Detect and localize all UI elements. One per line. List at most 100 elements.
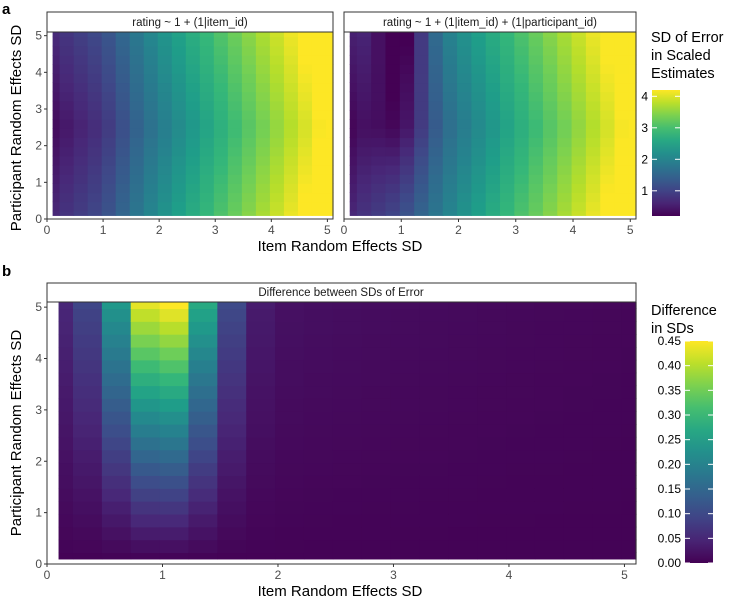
heatmap-cell bbox=[72, 372, 103, 387]
heatmap-cell bbox=[241, 210, 257, 216]
heatmap-cell bbox=[275, 372, 305, 387]
heatmap-cell bbox=[600, 128, 616, 139]
heatmap-cell bbox=[58, 526, 74, 541]
heatmap-cell bbox=[371, 137, 387, 148]
heatmap-cell bbox=[399, 164, 415, 175]
heatmap-cell bbox=[534, 501, 565, 515]
heatmap-cell bbox=[101, 334, 132, 348]
heatmap-cell bbox=[73, 146, 89, 157]
heatmap-cell bbox=[506, 302, 536, 310]
heatmap-cell bbox=[571, 82, 587, 93]
heatmap-cell bbox=[361, 449, 392, 464]
heatmap-cell bbox=[101, 73, 117, 84]
heatmap-cell bbox=[87, 155, 103, 166]
heatmap-cell bbox=[349, 192, 358, 203]
heatmap-cell bbox=[188, 552, 218, 560]
heatmap-cell bbox=[385, 164, 401, 175]
heatmap-cell bbox=[600, 45, 616, 56]
heatmap-cell bbox=[185, 100, 201, 111]
heatmap-cell bbox=[428, 128, 444, 139]
heatmap-cell bbox=[356, 201, 372, 212]
heatmap-cell bbox=[361, 462, 392, 476]
heatmap-cell bbox=[325, 54, 334, 65]
heatmap-cell bbox=[72, 346, 103, 361]
heatmap-cell bbox=[143, 192, 159, 203]
heatmap-cell bbox=[72, 436, 103, 451]
heatmap-cell bbox=[325, 119, 334, 129]
heatmap-cell bbox=[428, 32, 444, 38]
heatmap-cell bbox=[101, 109, 117, 120]
x-tick-label: 3 bbox=[212, 223, 219, 237]
legend-title-line-2: in Scaled bbox=[651, 48, 711, 64]
heatmap-cell bbox=[371, 210, 387, 216]
heatmap-cell bbox=[188, 302, 218, 310]
legend-tick-label: 0.45 bbox=[658, 334, 682, 348]
heatmap-cell bbox=[143, 45, 159, 56]
heatmap-cell bbox=[199, 174, 215, 184]
heatmap-cell bbox=[471, 119, 487, 129]
y-tick-label: 3 bbox=[35, 102, 42, 116]
heatmap-cell bbox=[185, 201, 201, 212]
heatmap-cell bbox=[621, 539, 637, 554]
heatmap-cell bbox=[185, 146, 201, 157]
heatmap-cell bbox=[275, 526, 305, 541]
heatmap-cell bbox=[542, 119, 558, 129]
heatmap-cell bbox=[275, 334, 305, 348]
heatmap-cell bbox=[213, 109, 229, 120]
heatmap-cell bbox=[542, 73, 558, 84]
legend-tick-label: 0.30 bbox=[658, 408, 682, 422]
heatmap-cell bbox=[563, 462, 594, 476]
heatmap-cell bbox=[59, 146, 75, 157]
heatmap-cell bbox=[129, 192, 145, 203]
heatmap-cell bbox=[101, 424, 132, 438]
heatmap-cell bbox=[246, 539, 276, 554]
heatmap-cell bbox=[241, 73, 257, 84]
heatmap-cell bbox=[506, 488, 536, 502]
legend-title-line-1: Difference bbox=[651, 303, 717, 319]
heatmap-cell bbox=[528, 155, 544, 166]
heatmap-cell bbox=[297, 192, 313, 203]
heatmap-cell bbox=[356, 109, 372, 120]
heatmap-cell bbox=[246, 308, 276, 322]
heatmap-cell bbox=[58, 372, 74, 387]
heatmap-cell bbox=[185, 45, 201, 56]
heatmap-cell bbox=[87, 82, 103, 93]
heatmap-cell bbox=[188, 526, 218, 541]
heatmap-cell bbox=[571, 128, 587, 139]
heatmap-cell bbox=[130, 526, 161, 541]
heatmap-cell bbox=[390, 488, 421, 502]
heatmap-cell bbox=[621, 385, 637, 399]
heatmap-cell bbox=[471, 128, 487, 139]
heatmap-cell bbox=[414, 192, 430, 203]
x-axis-ticks: 0 1 2 3 4 5 bbox=[341, 219, 634, 237]
heatmap-cell bbox=[58, 334, 74, 348]
heatmap-cell bbox=[87, 192, 103, 203]
heatmap-cell bbox=[58, 501, 74, 515]
heatmap-cell bbox=[506, 552, 536, 560]
heatmap-cell bbox=[303, 334, 334, 348]
heatmap-cell bbox=[600, 100, 616, 111]
heatmap-cell bbox=[171, 174, 187, 184]
heatmap-cell bbox=[349, 32, 358, 38]
heatmap-cell bbox=[325, 36, 334, 47]
heatmap-cell bbox=[485, 155, 501, 166]
heatmap-cell bbox=[485, 146, 501, 157]
panel-border bbox=[46, 301, 637, 565]
heatmap-cell bbox=[130, 449, 161, 464]
heatmap-cell bbox=[59, 128, 75, 139]
heatmap-cell bbox=[414, 201, 430, 212]
heatmap-cell bbox=[73, 128, 89, 139]
heatmap-cell bbox=[448, 449, 478, 464]
heatmap-cell bbox=[349, 91, 358, 102]
heatmap-cell bbox=[628, 164, 637, 175]
heatmap-cell bbox=[419, 398, 449, 412]
heatmap-cell bbox=[349, 155, 358, 166]
heatmap-cell bbox=[585, 32, 601, 38]
heatmap-cell bbox=[73, 164, 89, 175]
heatmap-cell bbox=[185, 91, 201, 102]
heatmap-cell bbox=[246, 424, 276, 438]
heatmap-cell bbox=[188, 385, 218, 399]
heatmap-cell bbox=[283, 155, 299, 166]
heatmap-cell bbox=[269, 137, 285, 148]
heatmap-cell bbox=[311, 137, 327, 148]
